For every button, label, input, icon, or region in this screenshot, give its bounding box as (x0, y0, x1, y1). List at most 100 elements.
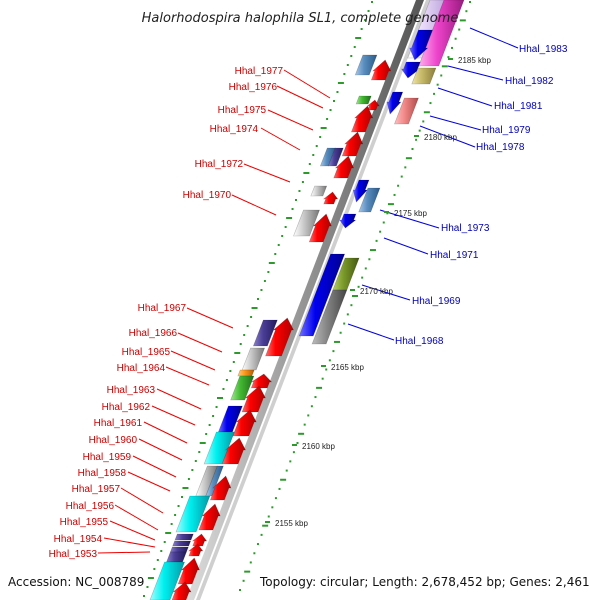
tick-mark (301, 181, 304, 183)
tick-mark (253, 552, 256, 555)
gene-label: Hhal_1964 (117, 363, 166, 374)
tick-mark (303, 423, 306, 426)
gene-label: Hhal_1977 (235, 66, 284, 77)
tick-mark (229, 370, 232, 372)
tick-mark (336, 91, 339, 93)
tick-mark (182, 487, 189, 489)
kbp-marker-label: 2185 kbp (458, 56, 491, 65)
kbp-marker-label: 2175 kbp (394, 209, 427, 218)
tick-mark (447, 56, 450, 59)
tick-mark (353, 46, 356, 48)
tick-mark (199, 442, 206, 444)
tick-mark (251, 307, 258, 309)
left-gene-labels: Hhal_1977 Hhal_1976 Hhal_1975 Hhal_1974 Hhal… (49, 66, 284, 560)
tick-mark (281, 235, 284, 237)
tick-mark (357, 285, 360, 288)
tick-mark (346, 64, 349, 66)
tick-mark (350, 55, 353, 57)
gene-features (149, 0, 465, 600)
gene-arrow (352, 179, 370, 203)
gene-arrow (191, 533, 208, 547)
gene-box (166, 551, 187, 563)
gene-label: Hhal_1971 (430, 250, 479, 261)
gene-box (293, 209, 320, 237)
tick-mark (422, 120, 425, 123)
tick-mark (308, 163, 311, 165)
tick-mark (239, 343, 242, 345)
gene-box (358, 187, 381, 213)
tick-mark (307, 414, 310, 417)
gene-arrow (171, 581, 192, 600)
tick-mark (181, 496, 183, 498)
tick-mark (364, 267, 367, 270)
tick-mark (262, 524, 269, 527)
tick-mark (191, 469, 194, 471)
gene-label: Hhal_1962 (102, 402, 151, 413)
tick-mark (440, 74, 443, 77)
tick-mark (418, 129, 421, 132)
kbp-marker-label: 2165 kbp (331, 363, 364, 372)
gene-label: Hhal_1982 (505, 76, 554, 87)
tick-mark (250, 316, 253, 318)
gene-arrow (265, 317, 294, 357)
tick-mark (433, 92, 436, 95)
gene-label: Hhal_1961 (94, 418, 143, 429)
tick-mark (387, 203, 394, 206)
gene-label: Hhal_1974 (210, 124, 259, 135)
gene-box (354, 54, 378, 76)
tick-mark (274, 253, 277, 255)
tick-mark (285, 469, 288, 472)
tick-mark (267, 271, 270, 273)
tick-mark (404, 166, 407, 169)
tick-mark (371, 1, 373, 3)
right-gene-labels: Hhal_1983 Hhal_1982 Hhal_1981 Hhal_1979 Hhal… (395, 44, 568, 347)
tick-mark (153, 568, 156, 570)
tick-mark (325, 368, 328, 371)
tick-mark (382, 221, 385, 224)
tick-mark (215, 406, 218, 408)
tick-mark (316, 386, 323, 389)
tick-mark (257, 298, 259, 300)
topology-text: Topology: circular; Length: 2,678,452 bp… (259, 575, 590, 589)
tick-mark (326, 118, 329, 120)
tick-mark (263, 280, 266, 282)
tick-mark (328, 359, 331, 362)
gene-label: Hhal_1968 (395, 336, 444, 347)
gene-box (241, 347, 266, 371)
tick-mark (212, 415, 215, 417)
right-leader-lines (347, 27, 519, 341)
tick-mark (267, 515, 270, 518)
tick-mark (256, 543, 259, 546)
kbp-tick (448, 58, 453, 60)
tick-mark (165, 532, 172, 534)
tick-mark (429, 102, 432, 105)
tick-mark (352, 295, 358, 297)
kbp-tick (384, 211, 389, 213)
tick-mark (333, 100, 335, 102)
tick-mark (310, 405, 313, 408)
tick-mark (239, 589, 241, 591)
tick-mark (163, 541, 166, 543)
gene-arrow (232, 409, 257, 437)
tick-mark (386, 212, 389, 215)
tick-mark (225, 379, 228, 381)
kbp-marker-label: 2180 kbp (424, 133, 457, 142)
tick-mark (465, 10, 468, 13)
tick-mark (234, 352, 241, 354)
tick-mark (249, 561, 252, 564)
tick-mark (222, 388, 225, 390)
tick-mark (277, 244, 280, 246)
gene-label: Hhal_1969 (412, 296, 461, 307)
gene-label: Hhal_1973 (441, 223, 490, 234)
tick-mark (177, 505, 180, 507)
tick-mark (156, 559, 159, 561)
gene-box (411, 67, 437, 85)
tick-mark (194, 460, 197, 462)
gene-arrow (341, 131, 364, 157)
gene-box (230, 375, 255, 401)
tick-mark (441, 65, 448, 68)
gene-box (149, 561, 186, 600)
gene-box (252, 319, 278, 347)
